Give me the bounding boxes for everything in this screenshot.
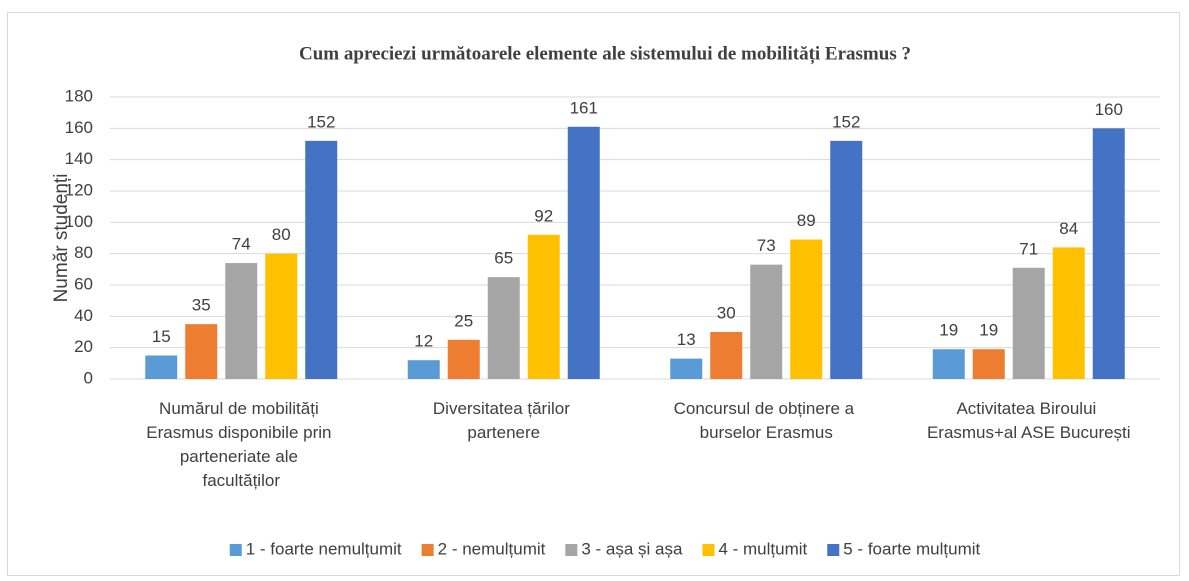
legend-label: 1 - foarte nemulțumit: [246, 539, 402, 558]
data-label: 15: [152, 327, 171, 346]
legend: 1 - foarte nemulțumit 2 - nemulțumit 3 - a…: [229, 539, 981, 558]
y-tick-label: 180: [65, 86, 93, 105]
legend-label: 5 - foarte mulțumit: [843, 539, 980, 558]
bar: [932, 349, 965, 379]
data-label: 25: [454, 311, 473, 330]
data-label: 84: [1059, 219, 1078, 238]
bar: [527, 234, 560, 379]
data-label: 160: [1095, 100, 1123, 119]
y-tick-label: 0: [84, 368, 93, 387]
chart-title: Cum apreciezi următoarele elemente ale s…: [299, 43, 911, 64]
x-tick-label: Activitatea Biroului Erasmus+al ASE Bucu…: [927, 399, 1131, 442]
legend-swatch: [702, 544, 715, 556]
bar: [305, 140, 338, 379]
bar: [225, 263, 258, 379]
y-tick-label: 20: [74, 337, 93, 356]
legend-label: 3 - așa și așa: [581, 539, 683, 558]
data-label: 152: [832, 112, 860, 131]
data-label: 74: [232, 235, 251, 254]
bar: [790, 239, 823, 379]
bar: [1092, 128, 1125, 379]
x-tick-label: Diversitatea țărilor partenere: [433, 399, 575, 442]
data-label: 12: [414, 332, 433, 351]
bar: [487, 277, 520, 379]
bar: [710, 332, 743, 379]
y-tick-label: 120: [65, 180, 93, 199]
data-label: 19: [979, 321, 998, 340]
bar: [185, 324, 218, 379]
x-tick-label: Concursul de obținere a burselor Erasmus: [674, 399, 859, 442]
legend-swatch: [565, 544, 578, 556]
bar: [750, 264, 783, 379]
data-label: 152: [307, 112, 335, 131]
y-tick-label: 40: [74, 306, 93, 325]
bar: [830, 140, 863, 379]
data-label: 13: [677, 330, 696, 349]
data-label: 92: [534, 206, 553, 225]
data-label: 71: [1019, 239, 1038, 258]
legend-swatch: [229, 544, 242, 556]
bar: [1012, 267, 1045, 379]
x-tick-label: Numărul de mobilități Erasmus disponibil…: [146, 399, 336, 490]
y-tick-label: 100: [65, 212, 93, 231]
bar: [670, 358, 703, 379]
data-label: 19: [939, 321, 958, 340]
legend-label: 2 - nemulțumit: [438, 539, 546, 558]
bar: [972, 349, 1005, 379]
bar: [447, 339, 480, 379]
legend-label: 4 - mulțumit: [718, 539, 807, 558]
legend-swatch: [827, 544, 840, 556]
bar: [265, 253, 298, 379]
bar: [145, 355, 178, 379]
bar: [407, 360, 440, 379]
data-label: 161: [570, 98, 598, 117]
y-axis-label: Număr studenți: [51, 174, 72, 303]
y-tick-label: 140: [65, 149, 93, 168]
data-label: 73: [757, 236, 776, 255]
data-label: 80: [272, 225, 291, 244]
y-tick-label: 60: [74, 274, 93, 293]
y-tick-label: 80: [74, 243, 93, 262]
data-label: 35: [192, 296, 211, 315]
data-label: 89: [797, 211, 816, 230]
data-label: 30: [717, 303, 736, 322]
legend-swatch: [421, 544, 434, 556]
y-tick-label: 160: [65, 118, 93, 137]
bar: [567, 126, 600, 380]
bar: [1052, 247, 1085, 379]
data-label: 65: [494, 249, 513, 268]
